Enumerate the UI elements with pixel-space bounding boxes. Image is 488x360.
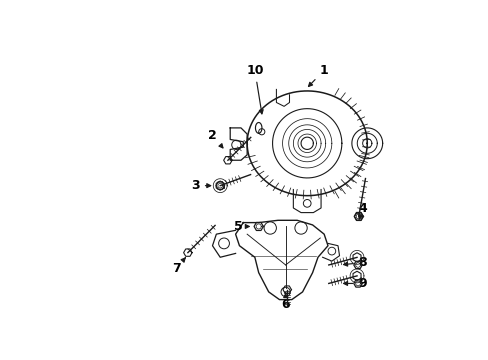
Text: 6: 6	[281, 293, 289, 311]
Text: 8: 8	[343, 256, 366, 269]
Text: 3: 3	[191, 179, 210, 192]
Text: 5: 5	[233, 220, 249, 233]
Text: 10: 10	[245, 64, 263, 114]
Text: 7: 7	[172, 258, 185, 275]
Text: 2: 2	[208, 129, 223, 148]
Text: 4: 4	[358, 202, 366, 219]
Text: 1: 1	[308, 64, 328, 86]
Text: 9: 9	[343, 277, 366, 290]
